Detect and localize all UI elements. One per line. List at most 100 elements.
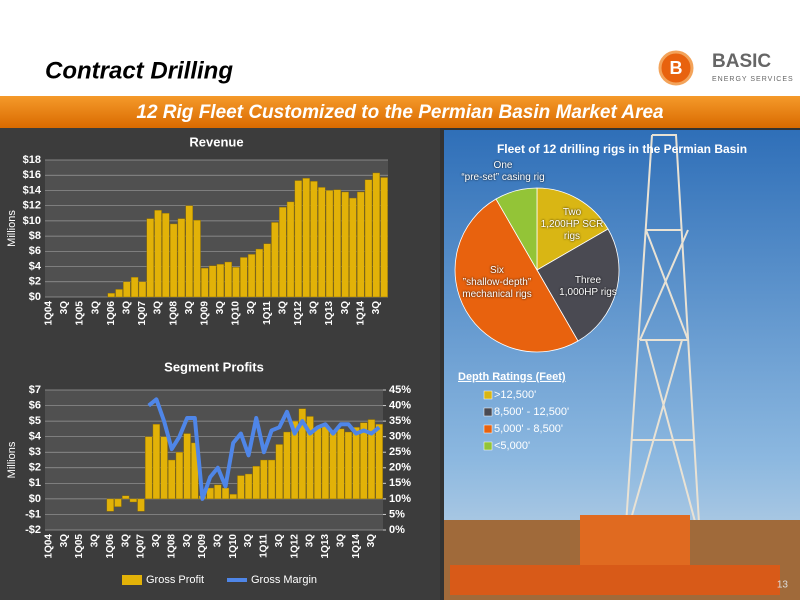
x-tick-label: 3Q — [215, 301, 226, 315]
bar — [137, 498, 145, 512]
bar — [349, 197, 357, 298]
bar — [229, 494, 237, 500]
x-tick-label: 3Q — [90, 301, 101, 315]
pie-slice — [495, 187, 538, 272]
legend-label: 5,000' - 8,500' — [494, 423, 563, 435]
y2-tick-label: 30% — [389, 431, 411, 443]
bar — [372, 172, 381, 298]
x-tick-label: 3Q — [274, 534, 285, 548]
y-tick-label: $6 — [29, 245, 41, 257]
legend-swatch — [483, 424, 493, 434]
y2-tick-label: 25% — [389, 446, 411, 458]
bar — [275, 444, 283, 500]
pie-slice — [454, 198, 579, 353]
x-tick-label: 3Q — [182, 534, 193, 548]
bar — [279, 206, 287, 298]
x-tick-label: 3Q — [90, 534, 101, 548]
bar — [221, 487, 230, 500]
legend-label: Gross Profit — [146, 574, 204, 586]
x-tick-label: 1Q05 — [74, 534, 85, 559]
x-tick-label: 1Q14 — [351, 534, 362, 559]
logo-name: BASIC — [712, 51, 771, 72]
x-tick-label: 3Q — [120, 534, 131, 548]
x-tick-label: 3Q — [340, 301, 351, 315]
x-tick-label: 1Q10 — [228, 534, 239, 559]
rig-floor — [580, 515, 690, 565]
bar — [232, 267, 240, 298]
page-number: 13 — [777, 580, 789, 591]
bar — [255, 248, 264, 298]
bar — [154, 210, 162, 298]
x-tick-label: 1Q08 — [168, 301, 179, 326]
rig-base — [450, 565, 780, 595]
bar — [183, 433, 191, 500]
bar — [208, 265, 217, 298]
bar — [216, 264, 225, 298]
x-tick-label: 1Q11 — [259, 534, 270, 558]
x-tick-label: 3Q — [184, 301, 195, 315]
y2-tick-label: 45% — [389, 384, 411, 396]
bar — [115, 289, 123, 298]
bar — [160, 436, 168, 500]
bar — [302, 178, 310, 298]
bar — [130, 277, 139, 298]
x-tick-label: 3Q — [212, 534, 223, 548]
x-tick-label: 1Q11 — [262, 301, 273, 325]
bar — [291, 420, 299, 500]
y-tick-label: $2 — [29, 276, 41, 288]
x-tick-label: 1Q13 — [324, 301, 335, 326]
x-tick-label: 3Q — [246, 301, 257, 315]
bar — [333, 189, 342, 298]
y2-tick-label: 20% — [389, 462, 411, 474]
bar — [375, 424, 383, 500]
bar — [185, 205, 193, 298]
x-tick-label: 1Q06 — [105, 534, 116, 559]
bar — [314, 427, 322, 500]
bar — [364, 179, 373, 298]
x-tick-label: 1Q08 — [166, 534, 177, 559]
logo-letter: B — [670, 58, 683, 78]
bar — [237, 475, 245, 500]
x-tick-label: 3Q — [305, 534, 316, 548]
pie-slice — [536, 187, 609, 271]
bar — [260, 459, 268, 500]
slice-label: Three 1,000HP rigs — [559, 275, 617, 298]
y-tick-label: $4 — [29, 260, 42, 272]
bar — [175, 452, 184, 500]
slide-title: Contract Drilling — [45, 57, 233, 84]
bar — [122, 495, 130, 500]
bar — [169, 223, 178, 298]
bar — [318, 187, 326, 298]
bar — [341, 191, 349, 298]
y2-tick-label: 35% — [389, 415, 411, 427]
banner-text: 12 Rig Fleet Customized to the Permian B… — [136, 102, 664, 123]
y-tick-label: -$1 — [25, 508, 41, 520]
bar — [286, 201, 295, 298]
bar — [298, 408, 306, 500]
bar — [252, 466, 260, 500]
chart-title: Segment Profits — [164, 359, 264, 374]
y-tick-label: $0 — [29, 291, 41, 303]
x-tick-label: 3Q — [59, 301, 70, 315]
y-tick-label: $10 — [23, 215, 41, 227]
chart-title: Revenue — [189, 134, 243, 149]
bar — [123, 281, 131, 298]
x-tick-label: 3Q — [366, 534, 377, 548]
bar — [263, 243, 271, 298]
x-tick-label: 1Q05 — [75, 301, 86, 326]
x-tick-label: 3Q — [151, 534, 162, 548]
y-tick-label: $16 — [23, 169, 41, 181]
x-tick-label: 1Q07 — [136, 534, 147, 559]
rig — [624, 134, 701, 541]
y-tick-label: $6 — [29, 399, 41, 411]
x-tick-label: 1Q09 — [199, 301, 210, 326]
bar — [240, 257, 248, 298]
y-tick-label: -$2 — [25, 524, 41, 536]
y-tick-label: $14 — [23, 184, 42, 196]
y-tick-label: $18 — [23, 154, 41, 166]
bar — [367, 419, 376, 500]
bar — [201, 267, 209, 298]
x-tick-label: 3Q — [309, 301, 320, 315]
